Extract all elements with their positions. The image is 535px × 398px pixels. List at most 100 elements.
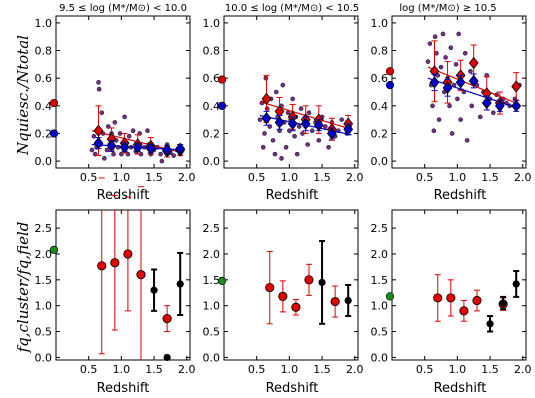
y-tick-label: 0.0 (203, 351, 221, 364)
black-data-point (512, 280, 520, 288)
cluster-point (96, 86, 102, 92)
cluster-point (462, 51, 468, 56)
x-tick-label: 1.0 (449, 363, 467, 376)
cluster-point (455, 96, 460, 102)
cluster-point (447, 103, 452, 109)
cluster-point (427, 41, 433, 46)
panel-6: 0.5 1.0 1.5 2.0 0.0 0.5 1.0 1.5 2.0 2.5 (371, 209, 531, 376)
cluster-point (257, 117, 263, 122)
red-data-point (93, 124, 104, 137)
panel-title-2: 10.0 ≤ log (M*/M⊙) < 10.5 (225, 3, 359, 14)
y-tick-label: 0.8 (203, 45, 221, 58)
x-axis-label-4: Redshift (97, 381, 150, 396)
blue-data-point (343, 123, 354, 136)
x-axis-label-3: Redshift (434, 188, 487, 203)
y-tick-label: 0.5 (371, 326, 389, 339)
cluster-point (456, 31, 461, 37)
x-tick-label: 1.0 (281, 171, 299, 184)
red-data-point (162, 314, 172, 324)
x-tick-label: 1.5 (145, 171, 163, 184)
y-tick-label: 2.0 (203, 248, 221, 261)
cluster-point (453, 62, 459, 67)
y-tick-label: 0.6 (371, 72, 389, 85)
cluster-point (126, 133, 132, 139)
blue-data-point (511, 99, 522, 112)
y-tick-label: 2.0 (35, 248, 53, 261)
blue-data-point (494, 99, 505, 112)
cluster-point (104, 147, 110, 153)
cluster-point (434, 51, 439, 56)
y-tick-label: 0.2 (35, 127, 53, 140)
cluster-point (159, 158, 165, 164)
cluster-point (464, 138, 470, 143)
red-data-point (446, 293, 456, 303)
panel-title-1: 9.5 ≤ log (M*/M⊙) < 10.0 (59, 3, 187, 14)
cluster-point (283, 144, 289, 150)
red-data-point (304, 275, 314, 285)
x-axis-label-5: Redshift (266, 381, 319, 396)
x-tick-label: 0.5 (80, 363, 98, 376)
field-reference-marker (385, 67, 395, 76)
y-tick-label: 0.0 (371, 351, 389, 364)
cluster-point (306, 110, 312, 116)
black-data-point (318, 278, 326, 287)
red-data-point (472, 295, 482, 306)
black-data-point (344, 296, 352, 305)
cluster-point (292, 133, 297, 139)
chart-panels: 0.5 1.0 1.5 2.0 0.0 0.2 0.4 0.6 0.8 1.0 0.5 1.0 1.5 2… (35, 15, 532, 376)
field-reference-marker (49, 129, 59, 138)
x-axis-label-1: Redshift (97, 188, 150, 203)
black-data-point (499, 299, 507, 307)
y-tick-label: 1.0 (35, 300, 53, 313)
cluster-point (436, 117, 442, 122)
field-reference-marker (217, 75, 227, 84)
y-tick-label: 0.0 (371, 155, 389, 168)
plot-frame (223, 15, 359, 169)
y-tick-label: 1.0 (203, 17, 221, 30)
x-tick-label: 1.5 (313, 171, 331, 184)
red-data-point (511, 80, 522, 93)
cluster-point (99, 110, 105, 116)
y-tick-label: 0.2 (203, 127, 221, 140)
blue-data-point (300, 117, 311, 130)
field-reference-marker (385, 80, 395, 90)
cluster-point (130, 128, 136, 133)
x-tick-label: 0.5 (248, 171, 266, 184)
cluster-point (145, 128, 150, 133)
y-tick-label: 0.8 (371, 45, 389, 58)
blue-data-point (175, 142, 186, 155)
cluster-point (96, 80, 101, 85)
blue-data-point (106, 139, 117, 153)
cluster-point (280, 82, 286, 88)
x-tick-label: 1.5 (145, 363, 163, 376)
blue-data-point (455, 76, 466, 89)
panel-5: 0.5 1.0 1.5 2.0 0.0 0.5 1.0 1.5 2.0 2.5 (203, 209, 363, 376)
x-axis-label-2: Redshift (266, 188, 319, 203)
red-data-point (291, 302, 301, 312)
x-tick-label: 2.0 (514, 171, 532, 184)
cluster-point (432, 34, 438, 40)
blue-data-point (287, 117, 298, 130)
cluster-point (111, 151, 116, 157)
field-reference-marker (385, 292, 395, 301)
red-data-point (136, 270, 146, 280)
cluster-point (430, 103, 435, 109)
blue-data-point (261, 112, 272, 125)
red-data-point (459, 306, 469, 316)
cluster-point (296, 124, 302, 129)
y-axis-label-bottom: fq,cluster/fq,field (14, 222, 32, 354)
y-axis-label-top: Nquiesc./Ntotal (14, 35, 32, 156)
y-tick-label: 1.5 (371, 274, 389, 287)
y-tick-label: 0.4 (371, 100, 389, 113)
y-tick-label: 2.0 (371, 248, 389, 261)
cluster-point (298, 106, 304, 111)
red-data-point (97, 261, 107, 271)
x-tick-label: 2.0 (178, 363, 196, 376)
cluster-point (305, 142, 310, 147)
y-tick-label: 1.5 (35, 274, 53, 287)
cluster-point (273, 89, 279, 95)
cluster-point (112, 120, 118, 125)
y-tick-label: 0.2 (371, 127, 389, 140)
cluster-point (448, 45, 454, 51)
y-tick-label: 0.0 (35, 155, 53, 168)
